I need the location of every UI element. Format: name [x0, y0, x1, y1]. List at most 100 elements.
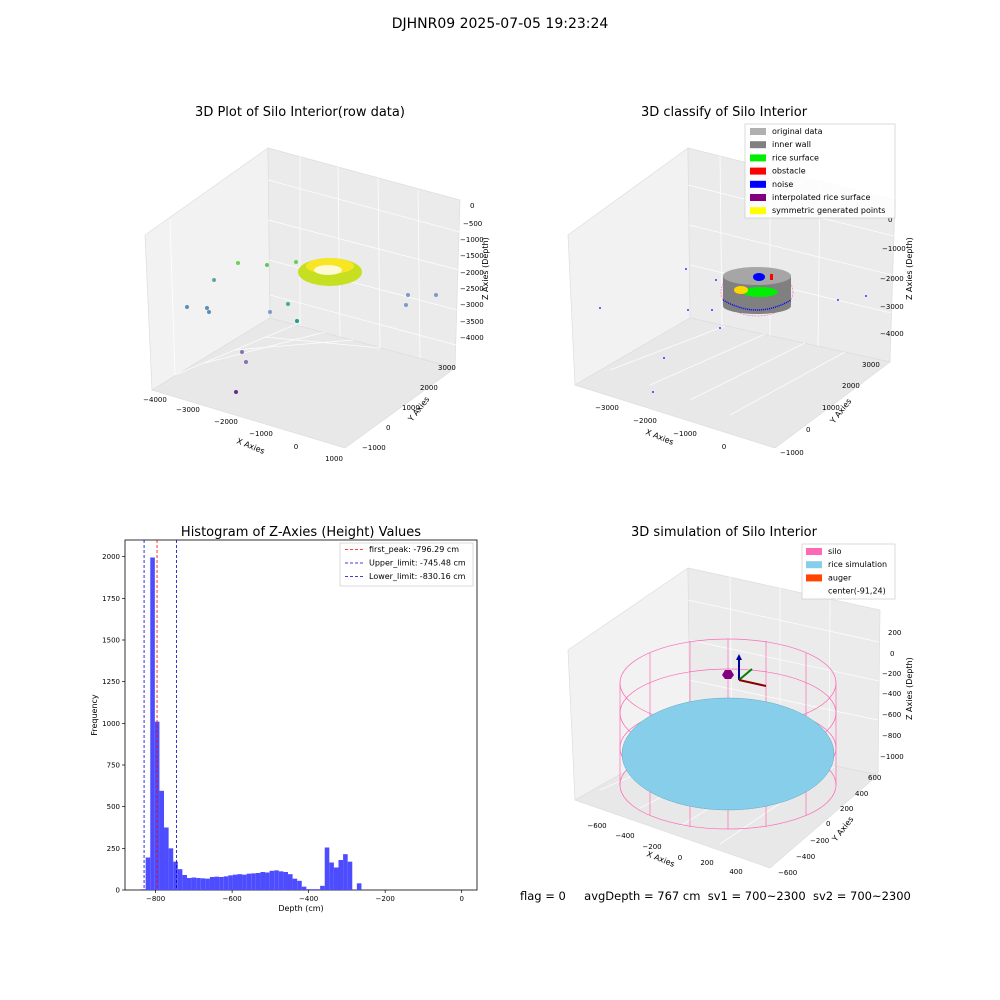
histogram-bar: [164, 827, 169, 890]
panel-title: 3D classify of Silo Interior: [641, 105, 808, 120]
z-axis-label: Z Axies (Depth): [905, 657, 914, 720]
y-axis-label: Y Axies: [830, 815, 856, 844]
figure-title: DJHNR09 2025-07-05 19:23:24: [391, 16, 609, 32]
legend-label: auger: [828, 573, 852, 582]
point: [294, 260, 298, 264]
z-tick: −600: [882, 711, 901, 719]
histogram-bar: [343, 854, 348, 890]
rice-surface-points: [742, 287, 778, 297]
point: [236, 261, 240, 265]
z-tick: −1000: [882, 245, 906, 253]
x-tick-label: −800: [146, 895, 165, 903]
histogram-bar: [145, 857, 151, 890]
axis-ticks: −600 −400 −200 0 200 400 −600 −400 −200 …: [587, 629, 903, 877]
noise-point: [715, 279, 717, 281]
histogram-bar: [356, 883, 362, 890]
histogram-bar: [173, 861, 178, 890]
noise-cluster: [753, 273, 765, 281]
histogram-bar: [251, 873, 256, 890]
panel-histogram: Histogram of Z-Axies (Height) Values −80…: [90, 525, 478, 913]
legend: original data inner wall rice surface obsta…: [744, 123, 896, 219]
obstacle-points: [770, 274, 773, 280]
reference-lines: [143, 540, 177, 890]
point: [185, 305, 189, 309]
noise-point: [652, 391, 654, 393]
point: [244, 360, 248, 364]
ring-gap: [314, 265, 342, 275]
histogram-bar: [209, 877, 215, 890]
histogram-bar: [141, 889, 146, 890]
z-tick: −1000: [460, 236, 484, 244]
legend-box: [339, 542, 474, 587]
y-tick: −1000: [780, 449, 804, 457]
x-tick: −1000: [249, 430, 273, 438]
x-tick-label: −400: [299, 895, 318, 903]
x-tick-label: −600: [223, 895, 242, 903]
histogram-bar: [150, 557, 155, 890]
legend-label: interpolated rice surface: [772, 193, 870, 202]
z-axis-label: Z Axies (Depth): [481, 237, 490, 300]
z-tick: −3000: [880, 303, 904, 311]
legend: silo rice simulation auger center(-91,24): [801, 543, 896, 600]
y-tick: 0: [806, 426, 810, 434]
noise-point: [719, 327, 721, 329]
histogram-bar: [232, 874, 238, 890]
rice-simulation-surface: [621, 697, 835, 811]
pane-floor: [574, 317, 891, 449]
x-tick: 0: [678, 854, 682, 862]
z-tick: −800: [882, 732, 901, 740]
y-tick-label: 750: [107, 762, 120, 770]
z-axis-label: Z Axies (Depth): [905, 237, 914, 300]
panel-raw-3d: 3D Plot of Silo Interior(row data): [143, 105, 490, 463]
legend-label: noise: [772, 180, 793, 189]
y-tick-label: 500: [107, 803, 120, 811]
y-tick: 400: [855, 790, 868, 798]
noise-point: [865, 295, 867, 297]
x-tick: −600: [587, 822, 606, 830]
point: [240, 350, 244, 354]
point: [286, 302, 290, 306]
histogram-bar: [324, 847, 330, 890]
x-axis-label: X Axies: [644, 428, 675, 447]
y-tick-label: 1250: [102, 678, 120, 686]
y-tick: 3000: [862, 361, 880, 369]
y-tick: 200: [840, 805, 853, 813]
legend-label: rice simulation: [828, 560, 887, 569]
pane-floor: [151, 317, 456, 449]
x-tick: 200: [700, 859, 713, 867]
noise-point: [711, 309, 713, 311]
histogram-bar: [260, 872, 266, 890]
point: [205, 306, 209, 310]
noise-point: [685, 268, 687, 270]
histogram-bar: [287, 874, 293, 890]
y-tick: −1000: [362, 444, 386, 452]
legend: first_peak: -796.29 cm Upper_limit: -745.…: [339, 542, 474, 587]
histogram-bar: [205, 878, 210, 890]
point: [265, 263, 269, 267]
z-tick: −2500: [460, 285, 484, 293]
histogram-bar: [228, 875, 233, 890]
y-tick-label: 1500: [102, 637, 120, 645]
histogram-bar: [329, 862, 334, 890]
rice-surface-mesh: [621, 697, 835, 811]
histogram-bar: [159, 790, 165, 890]
x-axis-label: X Axies: [235, 437, 266, 456]
raw-scatter: [185, 258, 438, 394]
legend-swatch: [750, 180, 766, 188]
y-tick: 1000: [822, 404, 840, 412]
legend-swatch: [750, 154, 766, 162]
legend-swatch: [750, 141, 766, 149]
x-tick: −3000: [595, 404, 619, 412]
x-tick: 1000: [325, 455, 343, 463]
x-tick-label: −200: [376, 895, 395, 903]
point: [404, 303, 408, 307]
legend-box: [744, 123, 896, 219]
z-tick: 0: [890, 650, 894, 658]
histogram-bar: [200, 878, 206, 890]
x-tick: −2000: [214, 418, 238, 426]
histogram-bar: [310, 889, 316, 890]
point: [212, 278, 216, 282]
histogram-bar: [269, 870, 275, 890]
y-tick: 600: [868, 774, 881, 782]
